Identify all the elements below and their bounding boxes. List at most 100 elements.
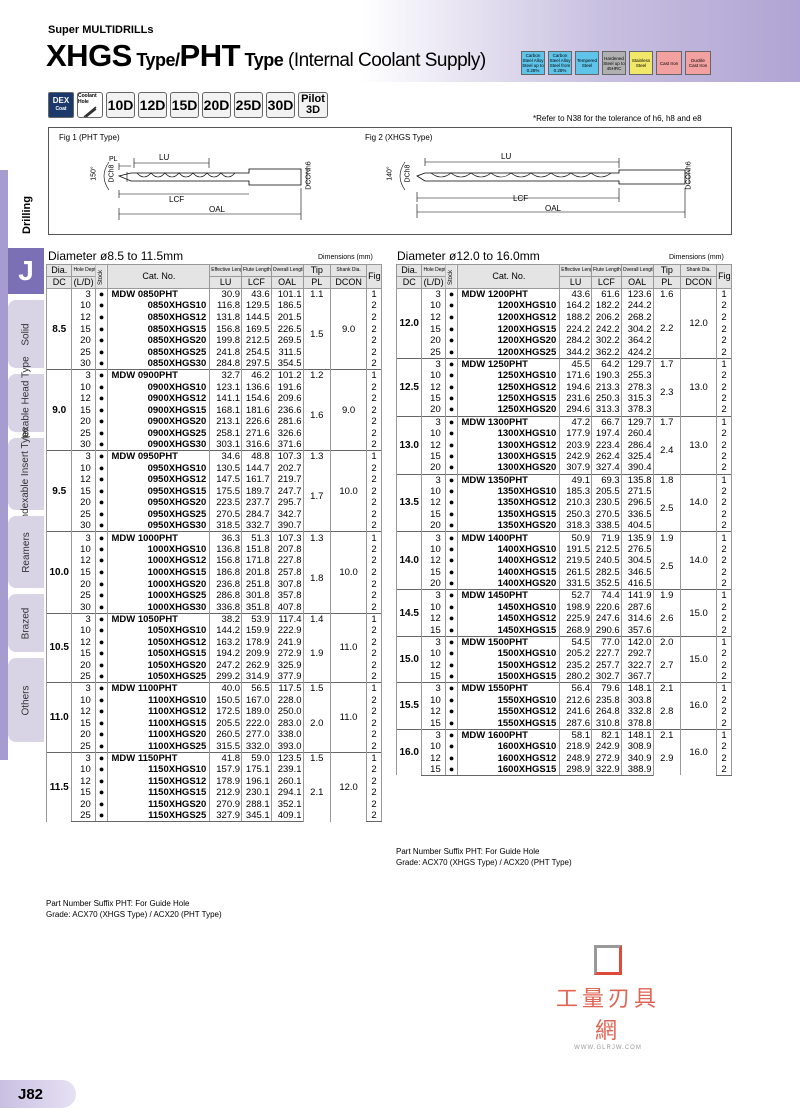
- cat-no-cell: 0900XHGS15: [107, 404, 210, 417]
- sidebar-tab[interactable]: Solid: [8, 300, 44, 368]
- oal-cell: 227.8: [270, 555, 303, 567]
- fig-cell: 2: [716, 705, 732, 718]
- lcf-cell: 136.6: [241, 381, 272, 393]
- stock-icon: ●: [444, 392, 458, 405]
- lu-cell: 188.2: [559, 311, 592, 324]
- lcf-cell: 71.9: [591, 531, 622, 544]
- oal-cell: 278.3: [620, 381, 653, 393]
- fig-cell: 2: [366, 497, 382, 509]
- oal-cell: 311.5: [270, 346, 303, 359]
- oal-cell: 367.7: [620, 671, 653, 683]
- stock-icon: ●: [444, 555, 458, 567]
- hole-depth-cell: 20: [71, 659, 96, 672]
- stock-icon: ●: [94, 439, 108, 451]
- stock-icon: ●: [444, 381, 458, 393]
- column-header: Shank Dia.: [680, 264, 718, 277]
- tip-pl-cell: 2.5: [652, 543, 681, 590]
- title-xhgs: XHGS: [46, 38, 132, 73]
- lu-cell: 260.5: [209, 729, 242, 741]
- stock-icon: ●: [94, 358, 108, 370]
- oal-cell: 123.6: [620, 288, 653, 301]
- cat-no-cell: 0900XHGS25: [107, 427, 210, 440]
- fig-cell: 2: [366, 787, 382, 799]
- lu-cell: 213.1: [209, 416, 242, 428]
- lu-cell: 284.2: [559, 334, 592, 347]
- oal-cell: 226.5: [270, 323, 303, 335]
- fig-cell: 2: [366, 427, 382, 440]
- oal-cell: 364.2: [620, 334, 653, 347]
- hole-depth-cell: 20: [71, 497, 96, 509]
- fig-cell: 2: [366, 404, 382, 417]
- cat-no-cell: 1400XHGS20: [457, 578, 560, 590]
- oal-cell: 255.3: [620, 369, 653, 382]
- oal-cell: 307.8: [270, 578, 303, 590]
- stock-icon: ●: [94, 578, 108, 590]
- cat-no-cell: MDW 1550PHT: [457, 682, 560, 695]
- coolant-hole-icon: Coolant Hole: [77, 92, 103, 118]
- lcf-cell: 282.5: [591, 566, 622, 579]
- lcf-cell: 251.8: [241, 578, 272, 590]
- left-spec-table: Dia.Hole DepthStockCat. No.Effective Len…: [45, 264, 382, 823]
- fig-cell: 2: [716, 752, 732, 764]
- table-row: 25 ● 1100XHGS25 315.5 332.0 393.0 2: [47, 740, 382, 753]
- chapter-title: Drilling: [12, 182, 42, 248]
- lcf-cell: 247.6: [591, 613, 622, 625]
- sidebar-tab[interactable]: Indexable Head Type: [8, 356, 44, 450]
- sidebar-tab[interactable]: Brazed: [8, 594, 44, 652]
- tip-pl-cell: 2.1: [652, 728, 681, 741]
- tip-pl-cell: 1.3: [302, 450, 331, 463]
- diameter-cell: 11.0: [45, 682, 72, 753]
- hole-depth-cell: 20: [71, 334, 96, 347]
- fig-cell: 2: [716, 462, 732, 474]
- table-row: 12 ● 0900XHGS12 141.1 154.6 209.6 2: [47, 392, 382, 405]
- lu-cell: 157.9: [209, 763, 242, 776]
- oal-cell: 292.7: [620, 647, 653, 660]
- tip-pl-cell: 1.5: [302, 682, 331, 695]
- lcf-cell: 82.1: [591, 728, 622, 741]
- cat-no-cell: 0950XHGS20: [107, 497, 210, 509]
- stock-icon: ●: [444, 369, 458, 382]
- sidebar-tab[interactable]: Indexable Insert Type: [8, 426, 44, 522]
- hole-depth-cell: 12: [71, 392, 96, 405]
- diameter-cell: 12.0: [395, 288, 422, 359]
- lu-cell: 45.5: [559, 357, 592, 370]
- sidebar-tab[interactable]: Others: [8, 658, 44, 742]
- column-header: PL: [652, 276, 682, 289]
- table-row: 10 ● 0950XHGS10 130.5 144.7 202.7 1.7 2: [47, 462, 382, 532]
- oal-cell: 257.8: [270, 566, 303, 579]
- lcf-cell: 189.7: [241, 485, 272, 498]
- tip-pl-cell: 1.3: [302, 531, 331, 544]
- stock-icon: ●: [444, 311, 458, 324]
- cat-no-cell: MDW 0900PHT: [107, 369, 210, 382]
- hole-depth-cell: 10: [71, 462, 96, 474]
- material-badge: Stainless Steel: [629, 51, 653, 75]
- table-row: 14.0 3 ● MDW 1400PHT 50.9 71.9 135.9 1.9 14.0 1: [395, 531, 732, 590]
- lu-cell: 194.2: [209, 647, 242, 660]
- column-header: LCF: [241, 276, 272, 289]
- lu-cell: 150.5: [209, 694, 242, 706]
- lu-cell: 49.1: [559, 473, 592, 486]
- stock-icon: ●: [94, 323, 108, 335]
- table-row: 10 ● 1050XHGS10 144.2 159.9 222.9 1.9 2: [47, 624, 382, 683]
- page-header: Super MULTIDRILLs XHGS Type/PHT Type (In…: [0, 0, 800, 82]
- table-row: 20 ● 1300XHGS20 307.9 327.4 390.4 2: [397, 462, 732, 474]
- oal-cell: 219.7: [270, 474, 303, 486]
- cat-no-cell: 1000XHGS10: [107, 543, 210, 556]
- lu-cell: 294.6: [559, 404, 592, 417]
- stock-icon: ●: [444, 520, 458, 532]
- chapter-j-tab[interactable]: J: [8, 248, 44, 294]
- lcf-cell: 301.8: [241, 589, 272, 602]
- hole-depth-cell: 12: [421, 555, 446, 567]
- depth-badge: 25D: [234, 92, 263, 118]
- lcf-cell: 144.5: [241, 311, 272, 324]
- tip-pl-cell: 1.4: [302, 612, 331, 625]
- fig-cell: 2: [366, 589, 382, 602]
- lu-cell: 327.9: [209, 810, 242, 823]
- lu-cell: 47.2: [559, 415, 592, 428]
- lu-cell: 186.8: [209, 566, 242, 579]
- table-row: 25 ● 1000XHGS25 286.8 301.8 357.8 2: [47, 589, 382, 602]
- lcf-cell: 332.0: [241, 740, 272, 753]
- sidebar-tab[interactable]: Reamers: [8, 516, 44, 588]
- lcf-cell: 175.1: [241, 763, 272, 776]
- fig-cell: 2: [366, 740, 382, 753]
